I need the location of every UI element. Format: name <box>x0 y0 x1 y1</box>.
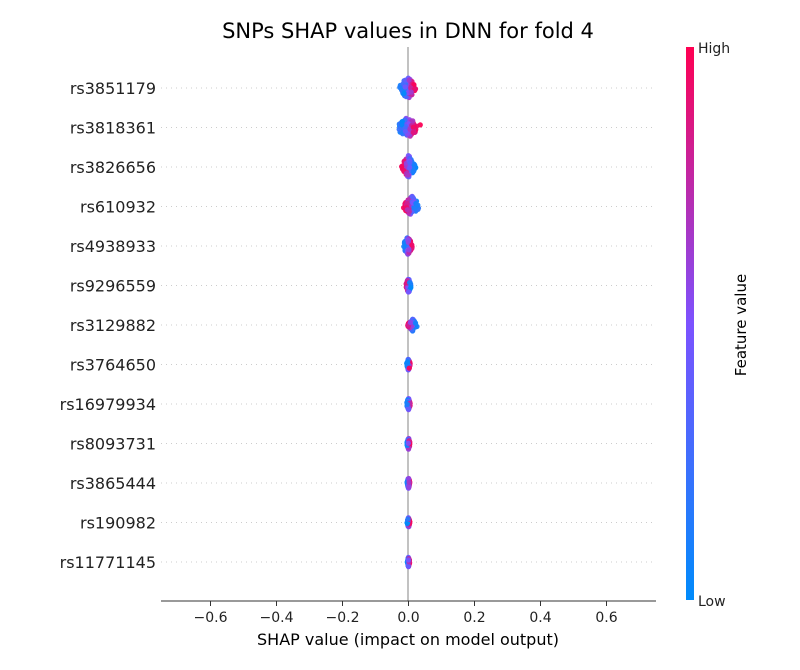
x-axis-label: SHAP value (impact on model output) <box>257 630 559 649</box>
x-tick-label: −0.6 <box>194 610 228 626</box>
x-ticks: −0.6 −0.4 −0.2 0.0 0.2 0.4 0.6 <box>194 601 618 626</box>
feature-label: rs3826656 <box>70 158 156 177</box>
shap-point <box>406 479 412 485</box>
shap-point <box>406 77 412 83</box>
colorbar-low-label: Low <box>698 594 726 610</box>
shap-point <box>410 124 416 130</box>
x-tick-label: 0.2 <box>463 610 485 626</box>
shap-points <box>396 75 423 570</box>
shap-point <box>409 242 415 248</box>
shap-point <box>406 484 412 490</box>
shap-point <box>407 160 413 166</box>
shap-point <box>405 405 412 412</box>
shap-point <box>415 202 421 208</box>
chart-title: SNPs SHAP values in DNN for fold 4 <box>222 19 594 43</box>
feature-label: rs3129882 <box>70 316 156 335</box>
shap-point <box>399 164 405 170</box>
shap-point <box>412 320 419 326</box>
shap-point <box>402 84 408 90</box>
feature-label: rs9296559 <box>70 277 156 296</box>
shap-point <box>407 319 413 326</box>
shap-point <box>406 289 412 295</box>
x-tick-label: −0.4 <box>260 610 294 626</box>
shap-point <box>409 194 415 200</box>
shap-point <box>399 121 405 128</box>
x-tick-label: 0.6 <box>595 610 617 626</box>
shap-point <box>404 401 410 408</box>
shap-point <box>406 365 412 371</box>
shap-point <box>404 520 410 527</box>
colorbar-title: Feature value <box>732 274 750 376</box>
shap-point <box>405 516 411 522</box>
shap-point <box>408 89 414 95</box>
shap-point <box>404 207 410 213</box>
feature-label: rs16979934 <box>60 395 156 414</box>
shap-point <box>405 172 411 178</box>
x-tick-label: −0.2 <box>326 610 360 626</box>
feature-label: rs8093731 <box>70 435 156 454</box>
feature-label: rs610932 <box>80 198 156 217</box>
shap-point <box>401 243 407 250</box>
shap-point <box>401 90 407 96</box>
x-tick-label: 0.4 <box>529 610 551 626</box>
shap-point <box>407 280 413 286</box>
shap-point <box>411 82 417 88</box>
feature-label: rs3865444 <box>70 474 156 493</box>
feature-label: rs4938933 <box>70 237 156 256</box>
shap-point <box>402 128 408 134</box>
feature-label: rs190982 <box>80 514 156 533</box>
shap-point <box>404 359 411 365</box>
shap-point <box>402 77 409 83</box>
feature-label: rs3818361 <box>70 119 156 138</box>
shap-point <box>397 84 403 91</box>
feature-labels: rs3851179 rs3818361 rs3826656 rs610932 rs493… <box>60 79 156 572</box>
x-tick-label: 0.0 <box>397 610 419 626</box>
shap-point <box>410 167 417 173</box>
shap-point <box>405 557 411 563</box>
feature-label: rs3764650 <box>70 356 156 375</box>
shap-point <box>396 126 402 132</box>
colorbar <box>686 47 694 600</box>
shap-point <box>405 440 411 446</box>
shap-point <box>410 129 416 136</box>
colorbar-high-label: High <box>698 41 730 57</box>
shap-point <box>407 164 413 171</box>
shap-point <box>408 285 414 291</box>
shap-point <box>404 200 410 206</box>
feature-label: rs11771145 <box>60 553 156 572</box>
shap-point <box>410 118 416 124</box>
shap-point <box>411 161 417 167</box>
feature-label: rs3851179 <box>70 79 156 98</box>
shap-point <box>406 247 412 253</box>
